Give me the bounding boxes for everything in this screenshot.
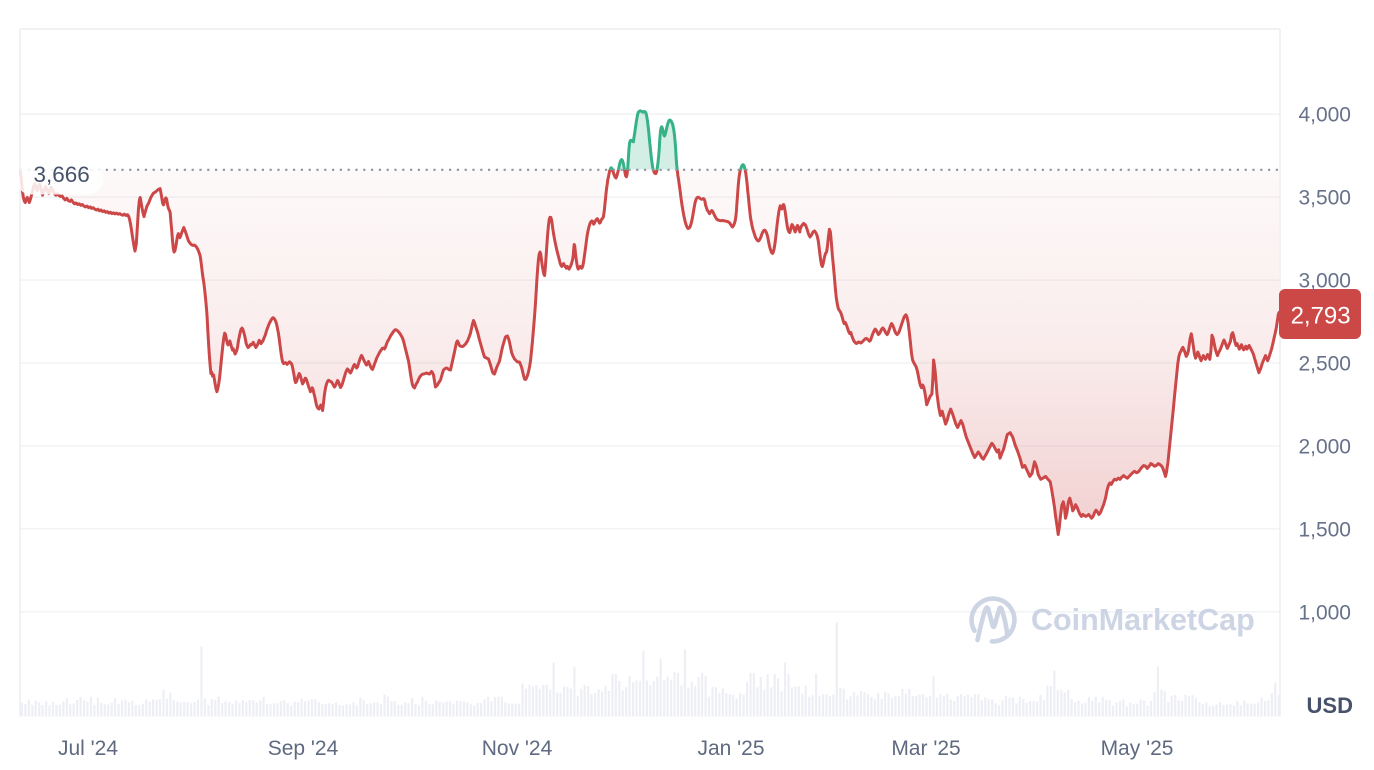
svg-text:2,500: 2,500	[1298, 353, 1351, 376]
svg-text:4,000: 4,000	[1298, 104, 1351, 127]
svg-text:USD: USD	[1307, 693, 1353, 718]
svg-text:3,666: 3,666	[34, 162, 90, 187]
svg-text:Jul '24: Jul '24	[58, 737, 118, 760]
svg-text:1,000: 1,000	[1298, 601, 1351, 624]
svg-text:Mar '25: Mar '25	[891, 737, 960, 760]
svg-text:CoinMarketCap: CoinMarketCap	[1031, 603, 1255, 637]
svg-text:May '25: May '25	[1101, 737, 1174, 760]
svg-text:1,500: 1,500	[1298, 518, 1351, 541]
svg-text:2,793: 2,793	[1291, 303, 1351, 330]
svg-text:Sep '24: Sep '24	[268, 737, 339, 760]
svg-text:2,000: 2,000	[1298, 436, 1351, 459]
svg-text:Nov '24: Nov '24	[482, 737, 553, 760]
svg-text:Jan '25: Jan '25	[697, 737, 764, 760]
svg-text:3,500: 3,500	[1298, 187, 1351, 210]
svg-text:3,000: 3,000	[1298, 270, 1351, 293]
